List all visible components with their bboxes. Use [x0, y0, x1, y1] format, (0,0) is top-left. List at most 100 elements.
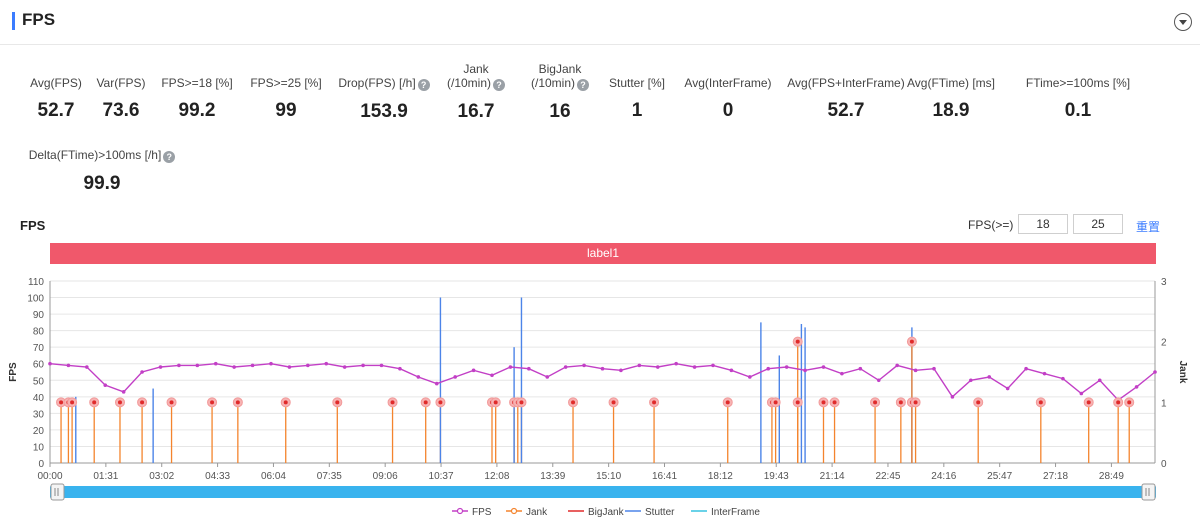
jank-marker-dot [335, 400, 340, 405]
y-tick-label: 70 [33, 343, 45, 354]
x-tick-label: 19:43 [764, 471, 789, 482]
x-tick-label: 13:39 [540, 471, 565, 482]
metric-value: 99 [275, 100, 297, 121]
metric-label: Avg(FTime) [ms] [851, 76, 1051, 90]
jank-marker-dot [519, 400, 524, 405]
jank-marker-dot [773, 400, 778, 405]
y-tick-label: 0 [38, 459, 44, 470]
fps-point [195, 363, 200, 368]
help-icon[interactable]: ? [493, 79, 505, 91]
metric-6: BigJank (/10min)? 16 [460, 62, 660, 123]
reset-button[interactable]: 重置 [1136, 220, 1161, 234]
metric-label-text: FPS>=18 [%] [161, 76, 233, 90]
fps-point [471, 368, 476, 373]
y-tick-label: 110 [28, 277, 44, 288]
metric-label-text: Avg(FTime) [ms] [906, 76, 995, 90]
metric-label: Var(FPS) [21, 76, 221, 90]
x-tick-label: 21:14 [820, 471, 845, 482]
x-tick-label: 00:00 [37, 471, 62, 482]
fps-point [232, 365, 236, 369]
metric-label: Delta(FTime)>100ms [/h]? [2, 148, 202, 163]
x-tick-label: 10:37 [429, 471, 454, 482]
fps-point [48, 361, 52, 366]
x-tick-label: 03:02 [149, 471, 174, 482]
fps-point [766, 366, 771, 371]
metric-label-text: Var(FPS) [96, 76, 146, 90]
threshold-input-1[interactable] [1018, 214, 1068, 234]
metric-8: Avg(InterFrame) 0 [628, 76, 828, 122]
fps-point [876, 378, 881, 383]
fps-point [950, 395, 955, 399]
fps-point [932, 366, 936, 371]
y-right-tick-label: 2 [1161, 338, 1167, 349]
metric-value: 16.7 [457, 101, 495, 122]
metric-4: Drop(FPS) [/h]? 153.9 [284, 76, 484, 123]
metric-label-text: FTime>=100ms [%] [1025, 76, 1131, 90]
metric-label: Avg(InterFrame) [628, 76, 828, 90]
y-right-tick-label: 3 [1161, 277, 1167, 288]
legend-label[interactable]: BigJank [588, 507, 625, 518]
x-tick-label: 16:41 [652, 471, 677, 482]
metric-value: 73.6 [102, 100, 140, 121]
jank-marker-dot [140, 400, 145, 405]
jank-marker-dot [1038, 400, 1043, 405]
metric-label: FPS>=25 [%] [186, 76, 386, 90]
fps-point [600, 366, 605, 371]
jank-marker-dot [832, 400, 837, 405]
fps-point [840, 371, 844, 376]
metric-label: BigJank [460, 62, 660, 76]
legend-label[interactable]: InterFrame [711, 507, 760, 518]
threshold-input-2[interactable] [1073, 214, 1123, 234]
legend-label[interactable]: FPS [472, 507, 492, 518]
chevron-down-icon[interactable] [1174, 13, 1192, 31]
x-tick-label: 06:04 [261, 471, 286, 482]
metric-label: FTime>=100ms [%] [978, 76, 1178, 90]
fps-point [748, 375, 752, 379]
jank-marker-dot [493, 400, 498, 405]
metric-label: Drop(FPS) [/h]? [284, 76, 484, 91]
jank-marker-dot [976, 400, 981, 405]
metric-label-text: Avg(InterFrame) [684, 76, 772, 90]
y-tick-label: 100 [27, 294, 44, 305]
jank-marker-dot [117, 400, 122, 405]
fps-point [490, 373, 494, 378]
fps-point [361, 363, 365, 368]
metric-value: 18.9 [932, 100, 970, 121]
x-tick-label: 18:12 [708, 471, 733, 482]
bigjank-marker-dot [909, 339, 914, 344]
metric-9: Avg(FPS+InterFrame) 52.7 [746, 76, 946, 122]
help-icon[interactable]: ? [417, 79, 430, 91]
x-tick-label: 01:31 [93, 471, 118, 482]
legend-marker [510, 507, 518, 515]
y-right-tick-label: 0 [1161, 459, 1167, 470]
legend-label[interactable]: Stutter [645, 507, 675, 518]
fps-point [1024, 366, 1028, 371]
jank-marker-dot [390, 400, 395, 405]
metric-value: 52.7 [827, 100, 865, 121]
metric-5: Jank (/10min)? 16.7 [376, 62, 576, 123]
fps-point [711, 363, 715, 368]
fps-point [508, 365, 513, 369]
metric-label-text: BigJank [538, 62, 582, 76]
x-tick-label: 15:10 [596, 471, 621, 482]
fps-point [434, 381, 439, 386]
help-icon[interactable]: ? [163, 151, 176, 163]
fps-point [969, 378, 973, 383]
jank-marker-dot [725, 400, 730, 405]
x-tick-label: 28:49 [1099, 471, 1124, 482]
metric-7: Stutter [%] 1 [537, 76, 737, 122]
metric-value: 0.1 [1064, 100, 1092, 121]
metric-11: FTime>=100ms [%] 0.1 [978, 76, 1178, 122]
fps-point [729, 368, 734, 373]
x-tick-label: 12:08 [484, 471, 509, 482]
metric-value: 99.9 [83, 173, 121, 194]
fps-point [398, 366, 402, 371]
fps-point [655, 365, 660, 369]
y-tick-label: 80 [33, 327, 45, 338]
help-icon[interactable]: ? [577, 79, 589, 91]
metric-2: FPS>=18 [%] 99.2 [97, 76, 297, 122]
metric-0: Avg(FPS) 52.7 [0, 76, 156, 122]
jank-marker-dot [438, 400, 443, 405]
legend-label[interactable]: Jank [526, 507, 548, 518]
jank-marker-dot [898, 400, 903, 405]
